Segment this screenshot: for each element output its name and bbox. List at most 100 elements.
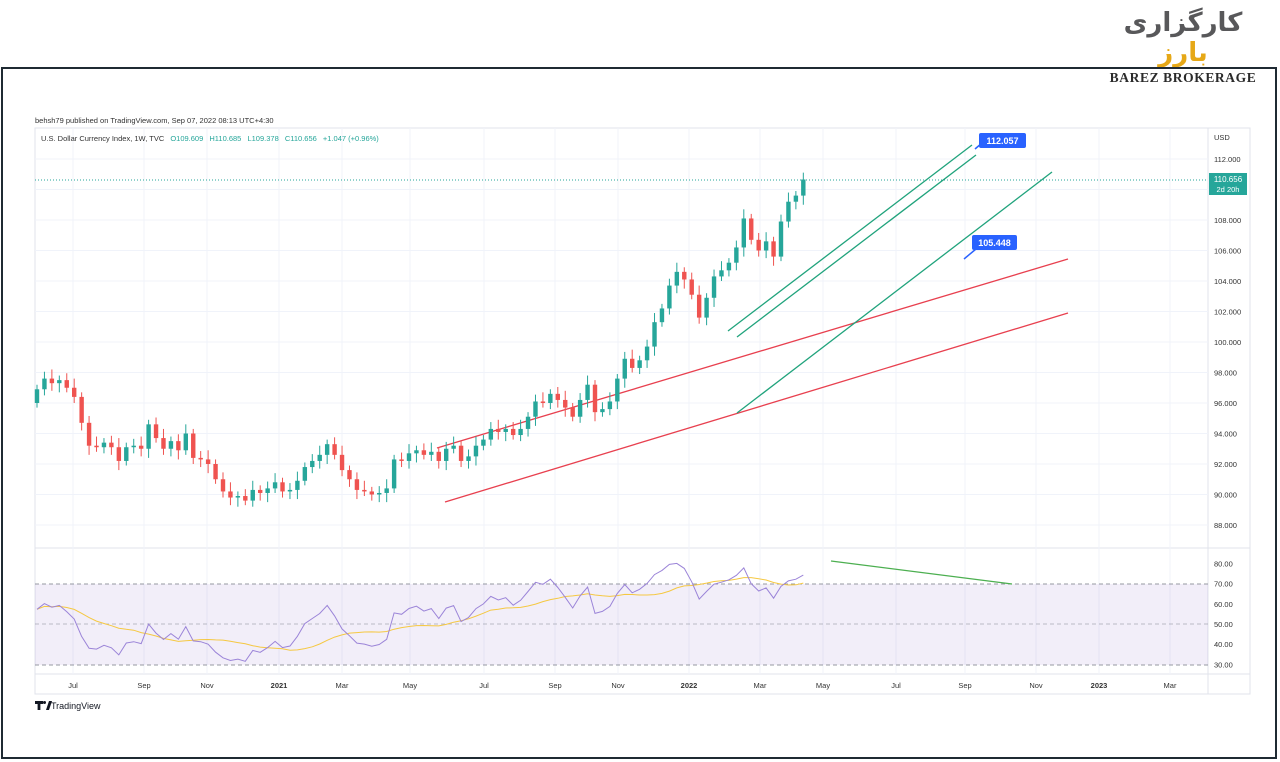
green-channel-lower[interactable] <box>736 171 1053 414</box>
candle-body[interactable] <box>488 428 494 440</box>
candle-body[interactable] <box>391 459 397 489</box>
candle-body[interactable] <box>704 297 709 318</box>
candle-body[interactable] <box>265 488 270 493</box>
candle-body[interactable] <box>347 470 352 480</box>
candle-body[interactable] <box>324 444 330 455</box>
candle-body[interactable] <box>421 450 427 455</box>
candle-body[interactable] <box>272 482 278 489</box>
candle-body[interactable] <box>362 489 367 492</box>
green-channel-outer[interactable] <box>727 144 973 332</box>
candle-body[interactable] <box>644 346 650 361</box>
candle-body[interactable] <box>481 439 486 446</box>
candle-body[interactable] <box>406 453 412 461</box>
candle-body[interactable] <box>674 271 680 286</box>
tradingview-logo[interactable]: TradingView <box>35 701 101 711</box>
candle-body[interactable] <box>801 179 806 196</box>
candle-body[interactable] <box>637 360 642 368</box>
candle-body[interactable] <box>793 195 799 202</box>
candle-body[interactable] <box>302 467 308 481</box>
candle-body[interactable] <box>659 308 665 323</box>
candle-body[interactable] <box>384 488 389 493</box>
candle-body[interactable] <box>503 428 508 432</box>
candle-body[interactable] <box>592 384 598 413</box>
candle-body[interactable] <box>473 445 479 457</box>
candle-body[interactable] <box>466 456 471 461</box>
candle-body[interactable] <box>42 378 47 390</box>
candle-body[interactable] <box>689 279 694 295</box>
red-channel-upper[interactable] <box>436 258 1069 449</box>
candle-body[interactable] <box>711 276 717 298</box>
candle-body[interactable] <box>696 294 702 318</box>
candle-body[interactable] <box>399 459 404 461</box>
rsi-divergence-line[interactable] <box>830 560 1013 585</box>
candle-body[interactable] <box>570 407 575 417</box>
candle-body[interactable] <box>741 218 746 248</box>
candle-body[interactable] <box>339 454 345 471</box>
candle-body[interactable] <box>377 492 382 495</box>
candle-body[interactable] <box>228 491 233 498</box>
candle-body[interactable] <box>295 480 300 490</box>
candle-body[interactable] <box>458 445 464 461</box>
red-channel-lower[interactable] <box>444 312 1069 503</box>
candle-body[interactable] <box>749 218 754 240</box>
candle-body[interactable] <box>451 445 456 449</box>
candle-body[interactable] <box>630 358 635 368</box>
candle-body[interactable] <box>771 241 776 257</box>
last-price-tag[interactable]: 110.656 2d 20h <box>1209 173 1247 195</box>
candle-body[interactable] <box>577 399 583 417</box>
candle-body[interactable] <box>414 450 419 454</box>
candle-body[interactable] <box>198 457 203 460</box>
candle-body[interactable] <box>86 422 92 446</box>
candle-body[interactable] <box>49 378 55 384</box>
candle-body[interactable] <box>168 441 174 449</box>
candle-body[interactable] <box>369 491 374 495</box>
candle-body[interactable] <box>533 401 538 417</box>
candle-body[interactable] <box>600 409 605 413</box>
candle-body[interactable] <box>235 496 241 498</box>
candle-body[interactable] <box>332 444 337 455</box>
candle-body[interactable] <box>548 393 553 403</box>
candle-body[interactable] <box>436 451 441 461</box>
candle-body[interactable] <box>116 447 122 461</box>
candle-body[interactable] <box>719 270 724 277</box>
candle-body[interactable] <box>153 424 159 439</box>
candle-body[interactable] <box>94 445 99 448</box>
candle-body[interactable] <box>667 285 672 309</box>
candle-body[interactable] <box>287 489 293 492</box>
candle-body[interactable] <box>146 424 151 449</box>
candle-body[interactable] <box>243 496 248 501</box>
candle-body[interactable] <box>354 479 360 490</box>
candle-body[interactable] <box>205 459 211 464</box>
candle-body[interactable] <box>124 447 129 461</box>
candle-body[interactable] <box>250 489 255 501</box>
callout-top[interactable]: 112.057 <box>974 133 1026 150</box>
candle-body[interactable] <box>34 389 40 403</box>
candle-body[interactable] <box>317 454 322 461</box>
candle-body[interactable] <box>615 378 620 402</box>
candle-body[interactable] <box>183 433 188 451</box>
candle-body[interactable] <box>64 380 69 388</box>
candle-body[interactable] <box>682 271 687 280</box>
candle-body[interactable] <box>109 442 114 448</box>
candle-body[interactable] <box>79 396 84 423</box>
candle-body[interactable] <box>429 451 434 455</box>
candle-body[interactable] <box>161 438 166 449</box>
candle-body[interactable] <box>131 445 136 448</box>
candle-body[interactable] <box>734 247 739 263</box>
candle-body[interactable] <box>138 445 144 449</box>
candle-body[interactable] <box>607 401 613 410</box>
candle-body[interactable] <box>280 482 285 492</box>
candle-body[interactable] <box>652 322 657 347</box>
candle-body[interactable] <box>763 241 769 251</box>
candle-body[interactable] <box>191 433 196 458</box>
green-channel-upper[interactable] <box>736 154 977 338</box>
candle-body[interactable] <box>778 221 784 257</box>
candle-body[interactable] <box>72 387 77 397</box>
candle-body[interactable] <box>213 464 218 480</box>
candle-body[interactable] <box>756 239 761 251</box>
candle-body[interactable] <box>786 201 791 222</box>
candle-body[interactable] <box>310 460 315 468</box>
candle-body[interactable] <box>220 479 226 492</box>
candle-body[interactable] <box>510 428 516 436</box>
